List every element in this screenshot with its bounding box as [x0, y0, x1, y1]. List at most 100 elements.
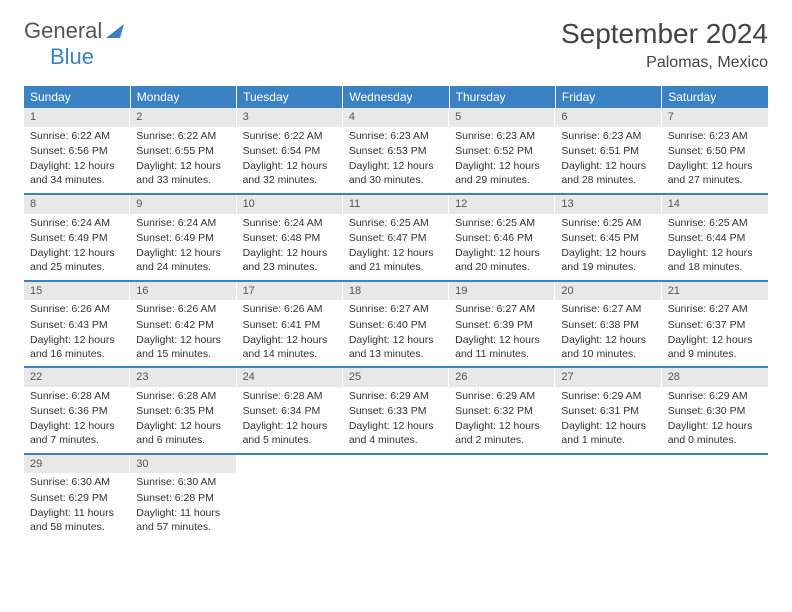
day-body: Sunrise: 6:25 AMSunset: 6:46 PMDaylight:…	[449, 214, 555, 280]
daylight-text: Daylight: 12 hours and 6 minutes.	[136, 419, 230, 447]
sunset-text: Sunset: 6:49 PM	[136, 231, 230, 245]
sunset-text: Sunset: 6:30 PM	[668, 404, 762, 418]
calendar-day-cell: 24Sunrise: 6:28 AMSunset: 6:34 PMDayligh…	[237, 367, 343, 454]
sunset-text: Sunset: 6:50 PM	[668, 144, 762, 158]
daylight-text: Daylight: 12 hours and 34 minutes.	[30, 159, 124, 187]
day-body: Sunrise: 6:26 AMSunset: 6:42 PMDaylight:…	[130, 300, 236, 366]
logo-word2: Blue	[50, 44, 94, 69]
day-body: Sunrise: 6:28 AMSunset: 6:35 PMDaylight:…	[130, 387, 236, 453]
dayheader-wednesday: Wednesday	[343, 86, 449, 108]
sunrise-text: Sunrise: 6:25 AM	[349, 216, 443, 230]
sunset-text: Sunset: 6:37 PM	[668, 318, 762, 332]
day-body: Sunrise: 6:24 AMSunset: 6:49 PMDaylight:…	[24, 214, 130, 280]
daylight-text: Daylight: 12 hours and 20 minutes.	[455, 246, 549, 274]
daylight-text: Daylight: 12 hours and 33 minutes.	[136, 159, 230, 187]
day-number: 1	[24, 108, 130, 127]
day-body: Sunrise: 6:23 AMSunset: 6:51 PMDaylight:…	[555, 127, 661, 193]
day-body: Sunrise: 6:22 AMSunset: 6:55 PMDaylight:…	[130, 127, 236, 193]
day-number: 21	[662, 282, 768, 301]
sunrise-text: Sunrise: 6:22 AM	[243, 129, 337, 143]
calendar-week-row: 22Sunrise: 6:28 AMSunset: 6:36 PMDayligh…	[24, 367, 768, 454]
logo-text: General Blue	[24, 18, 124, 70]
header: General Blue September 2024 Palomas, Mex…	[24, 18, 768, 72]
day-number: 23	[130, 368, 236, 387]
daylight-text: Daylight: 12 hours and 14 minutes.	[243, 333, 337, 361]
calendar-day-cell	[449, 454, 555, 540]
day-header-row: Sunday Monday Tuesday Wednesday Thursday…	[24, 86, 768, 108]
calendar-day-cell: 11Sunrise: 6:25 AMSunset: 6:47 PMDayligh…	[343, 194, 449, 281]
daylight-text: Daylight: 12 hours and 23 minutes.	[243, 246, 337, 274]
daylight-text: Daylight: 12 hours and 24 minutes.	[136, 246, 230, 274]
calendar-day-cell: 2Sunrise: 6:22 AMSunset: 6:55 PMDaylight…	[130, 108, 236, 194]
calendar-day-cell: 12Sunrise: 6:25 AMSunset: 6:46 PMDayligh…	[449, 194, 555, 281]
sunrise-text: Sunrise: 6:28 AM	[136, 389, 230, 403]
day-number: 24	[237, 368, 343, 387]
sunrise-text: Sunrise: 6:27 AM	[668, 302, 762, 316]
sunrise-text: Sunrise: 6:22 AM	[136, 129, 230, 143]
day-body: Sunrise: 6:24 AMSunset: 6:48 PMDaylight:…	[237, 214, 343, 280]
calendar-day-cell: 16Sunrise: 6:26 AMSunset: 6:42 PMDayligh…	[130, 281, 236, 368]
sunrise-text: Sunrise: 6:24 AM	[243, 216, 337, 230]
calendar-day-cell: 27Sunrise: 6:29 AMSunset: 6:31 PMDayligh…	[555, 367, 661, 454]
day-body: Sunrise: 6:27 AMSunset: 6:39 PMDaylight:…	[449, 300, 555, 366]
calendar-table: Sunday Monday Tuesday Wednesday Thursday…	[24, 86, 768, 540]
daylight-text: Daylight: 12 hours and 29 minutes.	[455, 159, 549, 187]
calendar-day-cell: 20Sunrise: 6:27 AMSunset: 6:38 PMDayligh…	[555, 281, 661, 368]
daylight-text: Daylight: 12 hours and 1 minute.	[561, 419, 655, 447]
day-number: 29	[24, 455, 130, 474]
calendar-day-cell: 25Sunrise: 6:29 AMSunset: 6:33 PMDayligh…	[343, 367, 449, 454]
calendar-week-row: 8Sunrise: 6:24 AMSunset: 6:49 PMDaylight…	[24, 194, 768, 281]
day-body: Sunrise: 6:25 AMSunset: 6:44 PMDaylight:…	[662, 214, 768, 280]
daylight-text: Daylight: 11 hours and 57 minutes.	[136, 506, 230, 534]
sunset-text: Sunset: 6:41 PM	[243, 318, 337, 332]
calendar-day-cell	[555, 454, 661, 540]
dayheader-tuesday: Tuesday	[237, 86, 343, 108]
day-body: Sunrise: 6:22 AMSunset: 6:54 PMDaylight:…	[237, 127, 343, 193]
calendar-day-cell: 22Sunrise: 6:28 AMSunset: 6:36 PMDayligh…	[24, 367, 130, 454]
sunset-text: Sunset: 6:53 PM	[349, 144, 443, 158]
day-number: 28	[662, 368, 768, 387]
daylight-text: Daylight: 12 hours and 13 minutes.	[349, 333, 443, 361]
daylight-text: Daylight: 12 hours and 9 minutes.	[668, 333, 762, 361]
sunset-text: Sunset: 6:55 PM	[136, 144, 230, 158]
sunrise-text: Sunrise: 6:27 AM	[455, 302, 549, 316]
calendar-day-cell: 7Sunrise: 6:23 AMSunset: 6:50 PMDaylight…	[662, 108, 768, 194]
day-number: 11	[343, 195, 449, 214]
day-number: 10	[237, 195, 343, 214]
calendar-week-row: 1Sunrise: 6:22 AMSunset: 6:56 PMDaylight…	[24, 108, 768, 194]
day-body: Sunrise: 6:25 AMSunset: 6:47 PMDaylight:…	[343, 214, 449, 280]
daylight-text: Daylight: 12 hours and 19 minutes.	[561, 246, 655, 274]
calendar-day-cell: 14Sunrise: 6:25 AMSunset: 6:44 PMDayligh…	[662, 194, 768, 281]
sunset-text: Sunset: 6:31 PM	[561, 404, 655, 418]
page-title: September 2024	[561, 18, 768, 50]
sunrise-text: Sunrise: 6:27 AM	[349, 302, 443, 316]
location-label: Palomas, Mexico	[561, 54, 768, 72]
calendar-day-cell: 8Sunrise: 6:24 AMSunset: 6:49 PMDaylight…	[24, 194, 130, 281]
day-body: Sunrise: 6:22 AMSunset: 6:56 PMDaylight:…	[24, 127, 130, 193]
calendar-day-cell: 19Sunrise: 6:27 AMSunset: 6:39 PMDayligh…	[449, 281, 555, 368]
sunset-text: Sunset: 6:56 PM	[30, 144, 124, 158]
sunrise-text: Sunrise: 6:23 AM	[455, 129, 549, 143]
calendar-week-row: 15Sunrise: 6:26 AMSunset: 6:43 PMDayligh…	[24, 281, 768, 368]
sunrise-text: Sunrise: 6:28 AM	[30, 389, 124, 403]
day-body: Sunrise: 6:28 AMSunset: 6:36 PMDaylight:…	[24, 387, 130, 453]
day-number: 8	[24, 195, 130, 214]
daylight-text: Daylight: 12 hours and 16 minutes.	[30, 333, 124, 361]
daylight-text: Daylight: 12 hours and 21 minutes.	[349, 246, 443, 274]
day-number: 15	[24, 282, 130, 301]
day-number: 26	[449, 368, 555, 387]
sunrise-text: Sunrise: 6:25 AM	[668, 216, 762, 230]
calendar-day-cell: 29Sunrise: 6:30 AMSunset: 6:29 PMDayligh…	[24, 454, 130, 540]
daylight-text: Daylight: 12 hours and 28 minutes.	[561, 159, 655, 187]
calendar-day-cell: 9Sunrise: 6:24 AMSunset: 6:49 PMDaylight…	[130, 194, 236, 281]
sunset-text: Sunset: 6:39 PM	[455, 318, 549, 332]
sunset-text: Sunset: 6:40 PM	[349, 318, 443, 332]
calendar-day-cell	[662, 454, 768, 540]
calendar-day-cell: 18Sunrise: 6:27 AMSunset: 6:40 PMDayligh…	[343, 281, 449, 368]
daylight-text: Daylight: 12 hours and 10 minutes.	[561, 333, 655, 361]
daylight-text: Daylight: 12 hours and 27 minutes.	[668, 159, 762, 187]
sunset-text: Sunset: 6:35 PM	[136, 404, 230, 418]
sunset-text: Sunset: 6:45 PM	[561, 231, 655, 245]
day-body: Sunrise: 6:24 AMSunset: 6:49 PMDaylight:…	[130, 214, 236, 280]
daylight-text: Daylight: 12 hours and 25 minutes.	[30, 246, 124, 274]
